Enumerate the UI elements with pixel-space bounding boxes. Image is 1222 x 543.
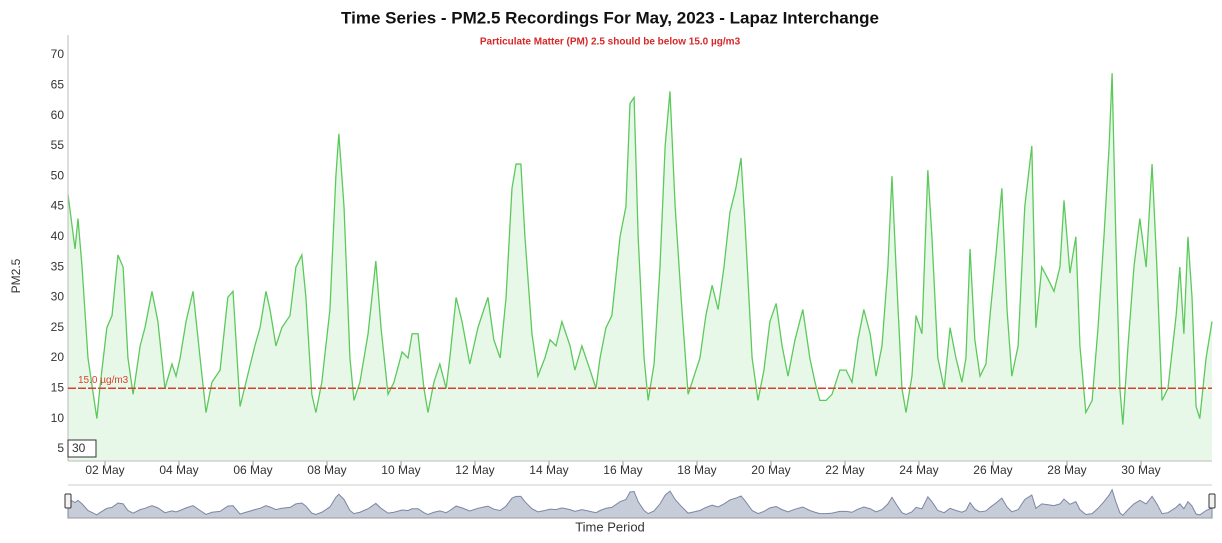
y-tick-label: 55 (51, 138, 65, 152)
y-tick-label: 25 (51, 320, 65, 334)
x-tick-label: 22 May (825, 463, 864, 477)
navigator-area (67, 488, 1213, 519)
navigator-handle[interactable] (64, 493, 72, 509)
y-tick-label: 50 (51, 168, 65, 182)
x-tick-label: 24 May (899, 463, 938, 477)
area (68, 73, 1212, 461)
y-tick-label: 65 (51, 77, 65, 91)
y-tick-label: 10 (51, 411, 65, 425)
navigator-handle[interactable] (1208, 493, 1216, 509)
x-tick-label: 10 May (381, 463, 420, 477)
x-tick-label: 04 May (159, 463, 198, 477)
threshold-label: 15.0 µg/m3 (78, 375, 129, 386)
x-axis-label: Time Period (575, 519, 645, 534)
x-tick-label: 02 May (85, 463, 124, 477)
y-tick-label: 20 (51, 350, 65, 364)
y-tick-label: 30 (51, 290, 65, 304)
y-tick-label: 35 (51, 259, 65, 273)
x-tick-label: 08 May (307, 463, 346, 477)
zoom-box[interactable] (67, 439, 97, 458)
y-tick-label: 45 (51, 199, 65, 213)
x-tick-label: 12 May (455, 463, 494, 477)
x-tick-label: 20 May (751, 463, 790, 477)
x-tick-label: 18 May (677, 463, 716, 477)
zoom-label[interactable]: 30 (72, 441, 86, 455)
x-tick-label: 16 May (603, 463, 642, 477)
x-tick-label: 06 May (233, 463, 272, 477)
chart-title: Time Series - PM2.5 Recordings For May, … (341, 8, 879, 27)
y-tick-label: 15 (51, 380, 65, 394)
chart-subtitle: Particulate Matter (PM) 2.5 should be be… (480, 37, 741, 48)
x-tick-label: 26 May (973, 463, 1012, 477)
y-tick-label: 40 (51, 229, 65, 243)
y-tick-label: 5 (57, 441, 64, 455)
x-tick-label: 28 May (1047, 463, 1086, 477)
y-axis-label: PM2.5 (9, 258, 23, 293)
y-tick-label: 70 (51, 47, 65, 61)
x-tick-label: 14 May (529, 463, 568, 477)
x-tick-label: 30 May (1121, 463, 1160, 477)
y-tick-label: 60 (51, 108, 65, 122)
line (67, 73, 1213, 425)
